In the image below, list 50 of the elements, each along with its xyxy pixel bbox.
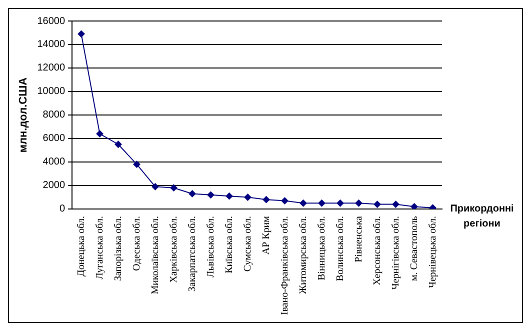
- x-tick-label: Київська обл.: [224, 216, 235, 274]
- point: [114, 140, 122, 148]
- point: [226, 192, 233, 200]
- x-tick-label: м. Севастополь: [408, 216, 420, 282]
- x-tick-label: Луганська обл.: [94, 216, 106, 280]
- x-tick-label: Запорізька обл.: [112, 216, 124, 281]
- point: [96, 130, 104, 138]
- point: [392, 200, 400, 208]
- point: [336, 200, 344, 207]
- point: [133, 160, 140, 168]
- y-tick-label: 16000: [37, 16, 66, 27]
- y-tick-label: 8000: [42, 110, 66, 121]
- x-tick-label: Чернігівська обл.: [390, 216, 402, 290]
- x-tick-label: АР Крим: [260, 215, 272, 255]
- y-tick-label: 10000: [37, 86, 66, 98]
- x-tick-label: Волинська обл.: [334, 216, 346, 282]
- y-tick-label: 14000: [37, 39, 66, 50]
- point: [188, 190, 196, 198]
- y-tick-label: 6000: [42, 133, 66, 144]
- x-tick-label: Одеська обл.: [131, 216, 142, 271]
- point: [170, 184, 178, 192]
- y-tick-label: 2000: [42, 180, 66, 192]
- x-tick-label: Чернівецька обл.: [427, 216, 438, 288]
- x-tick-label: Херсонська обл.: [372, 216, 383, 286]
- point: [78, 30, 85, 38]
- x-tick-label: Миколаївська обл.: [150, 216, 161, 294]
- point: [374, 200, 381, 208]
- x-tick-label: Рівненська: [353, 215, 364, 262]
- point: [244, 194, 252, 201]
- y-tick-label: 4000: [42, 156, 66, 168]
- x-tick-label: Івано-Франківська обл.: [279, 216, 290, 316]
- point: [262, 196, 270, 204]
- x-tick-label: Сумська обл.: [242, 216, 254, 272]
- x-tick-label: Харківська обл.: [168, 216, 180, 283]
- x-tick-label: Вінницька обл.: [316, 216, 328, 280]
- x-axis-title: Прикордонні регіони: [450, 204, 514, 230]
- y-tick-label: 12000: [37, 62, 66, 74]
- x-tick-label: Донецька обл.: [76, 216, 87, 276]
- point: [355, 200, 362, 207]
- point: [410, 203, 418, 209]
- point: [300, 200, 307, 207]
- x-tick-label: Житомирська обл.: [298, 216, 309, 294]
- point: [207, 191, 214, 198]
- y-tick-label: 0: [59, 204, 66, 215]
- point: [281, 197, 288, 204]
- point: [152, 183, 159, 190]
- x-tick-label: Закарпатська обл.: [186, 216, 198, 292]
- point: [318, 200, 326, 207]
- y-axis-title: млн.дол.США: [18, 77, 30, 153]
- x-tick-label: Львівська обл.: [205, 216, 216, 278]
